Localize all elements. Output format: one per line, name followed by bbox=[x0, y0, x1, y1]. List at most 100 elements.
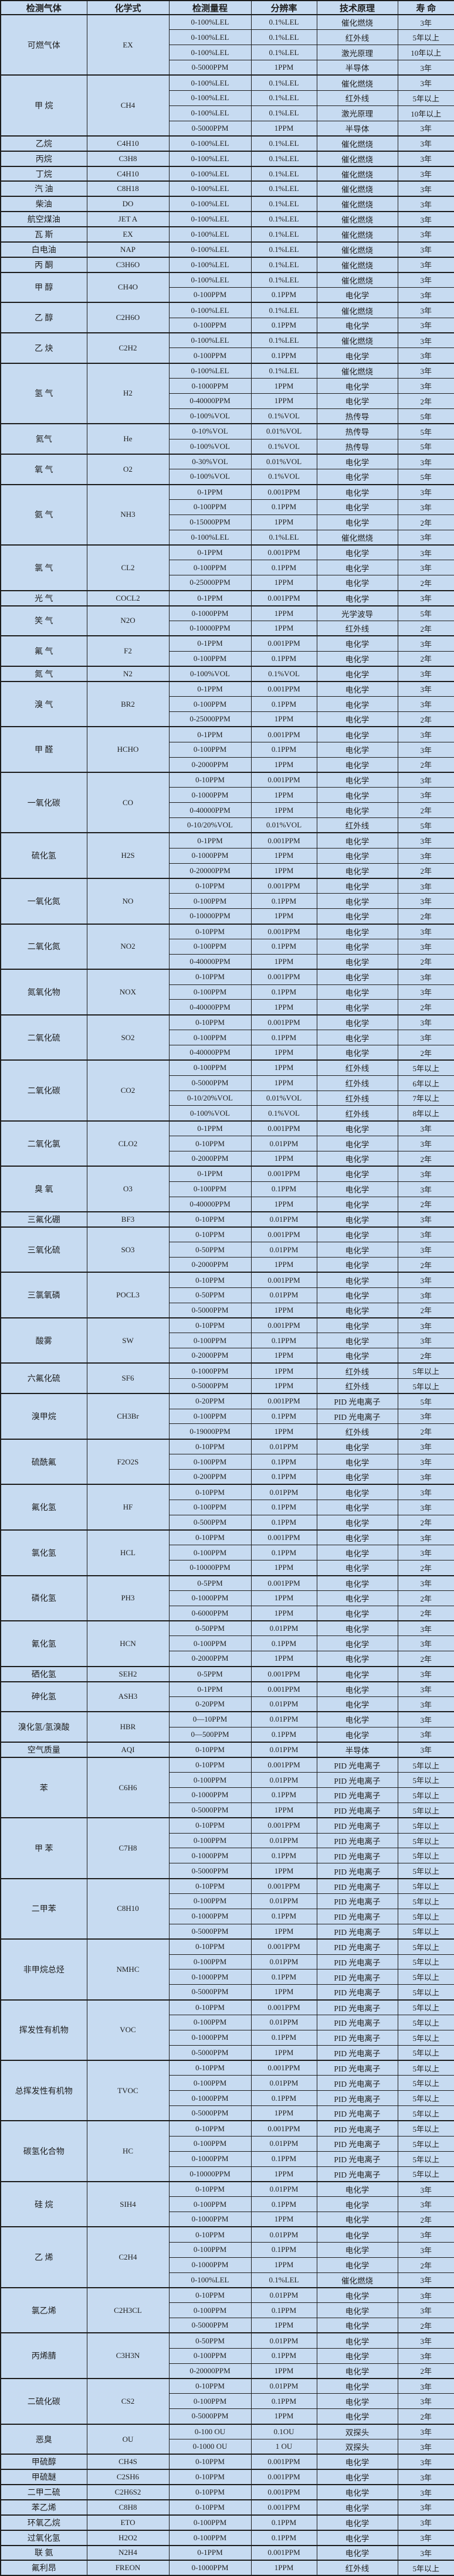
principle-cell: 催化燃烧 bbox=[316, 271, 398, 288]
principle-cell: PID 光电离子 bbox=[316, 2029, 398, 2046]
lifespan-cell: 3年 bbox=[397, 2241, 454, 2258]
range-cell: 0-5000PPM bbox=[168, 1802, 252, 1818]
formula-cell: VOC bbox=[86, 1999, 170, 2061]
principle-cell: 电化学 bbox=[316, 469, 398, 485]
resolution-cell: 0.1%VOL bbox=[250, 665, 317, 682]
table-row: 三氧化硫 SO3 0-10PPM 0.001PPM 电化学 3年 bbox=[0, 1226, 454, 1273]
resolution-cell: 0.1%LEL bbox=[250, 45, 317, 61]
range-cell: 0-10PPM bbox=[168, 969, 252, 985]
table-row: 0-10000PPM 1PPM PID 光电离子 5年以上 bbox=[1, 2166, 454, 2182]
table-row: 0-10000PPM 1PPM 红外线 2年 bbox=[1, 620, 454, 636]
resolution-cell: 0.01PPM bbox=[250, 1620, 317, 1637]
formula-cell: N2O bbox=[86, 605, 170, 636]
resolution-cell: 0.01PPM bbox=[250, 1211, 317, 1228]
table-row: 氟 气 F2 0-1PPM 0.001PPM 电化学 3年 bbox=[0, 635, 454, 667]
principle-cell: 电化学 bbox=[316, 1560, 398, 1576]
principle-cell: 热传导 bbox=[316, 408, 398, 424]
formula-cell: HCN bbox=[86, 1620, 170, 1667]
gas-name-cell: 硫酰氟 bbox=[0, 1438, 87, 1485]
table-row: 0-100PPM 0.1PPM 电化学 3年 bbox=[1, 317, 454, 333]
range-cell: 0-1000PPM bbox=[168, 605, 252, 621]
gas-name-cell: 二甲二硫 bbox=[0, 2484, 87, 2500]
lifespan-cell: 3年 bbox=[397, 2287, 454, 2304]
principle-cell: 电化学 bbox=[316, 1226, 398, 1243]
gas-name-cell: 一氧化氮 bbox=[0, 877, 87, 925]
gas-name-cell: 氦气 bbox=[0, 423, 87, 455]
range-cell: 0-10PPM bbox=[168, 2287, 252, 2304]
resolution-cell: 1PPM bbox=[250, 2408, 317, 2425]
resolution-cell: 1PPM bbox=[250, 393, 317, 409]
resolution-cell: 0.1PPM bbox=[250, 2196, 317, 2213]
lifespan-cell: 3年 bbox=[397, 1287, 454, 1303]
resolution-cell: 0.01%VOL bbox=[250, 817, 317, 833]
resolution-cell: 1PPM bbox=[250, 1802, 317, 1818]
lifespan-cell: 5年以上 bbox=[397, 1848, 454, 1864]
lifespan-cell: 3年 bbox=[397, 226, 454, 243]
resolution-cell: 0.001PPM bbox=[250, 1529, 317, 1546]
range-cell: 0-100PPM bbox=[168, 499, 252, 515]
range-cell: 0-10PPM bbox=[168, 1226, 252, 1243]
lifespan-cell: 5年以上 bbox=[397, 2151, 454, 2167]
range-cell: 0-100PPM bbox=[168, 1499, 252, 1515]
principle-cell: 电化学 bbox=[316, 1438, 398, 1455]
principle-cell: 催化燃烧 bbox=[316, 226, 398, 243]
gas-name-cell: 瓦 斯 bbox=[0, 226, 87, 243]
formula-cell: SW bbox=[86, 1317, 170, 1364]
resolution-cell: 1PPM bbox=[250, 1059, 317, 1076]
resolution-cell: 0.001PPM bbox=[250, 1272, 317, 1288]
table-row: 氮 气 N2 0-100%VOL 0.1%VOL 电化学 3年 bbox=[0, 665, 454, 682]
range-cell: 0-10%VOL bbox=[168, 423, 252, 439]
principle-cell: PID 光电离子 bbox=[316, 1863, 398, 1879]
lifespan-cell: 3年 bbox=[397, 590, 454, 606]
lifespan-cell: 5年以上 bbox=[397, 1908, 454, 1924]
range-cell: 0-25000PPM bbox=[168, 575, 252, 591]
table-row: 汽 油 C8H18 0-100%LEL 0.1%LEL 催化燃烧 3年 bbox=[0, 180, 454, 197]
table-row: 0-5000PPM 1PPM 红外线 5年以上 bbox=[1, 1378, 454, 1394]
resolution-cell: 0.001PPM bbox=[250, 2499, 317, 2516]
range-cell: 0-100PPM bbox=[168, 560, 252, 576]
lifespan-cell: 3年 bbox=[397, 2272, 454, 2288]
lifespan-cell: 7年以上 bbox=[397, 1090, 454, 1106]
principle-cell: PID 光电离子 bbox=[316, 1787, 398, 1803]
lifespan-cell: 2年 bbox=[397, 711, 454, 727]
principle-cell: 电化学 bbox=[316, 1454, 398, 1470]
principle-cell: 电化学 bbox=[316, 650, 398, 667]
formula-cell: He bbox=[86, 423, 170, 455]
lifespan-cell: 3年 bbox=[397, 135, 454, 152]
resolution-cell: 1PPM bbox=[250, 2318, 317, 2333]
principle-cell: PID 光电离子 bbox=[316, 1893, 398, 1909]
lifespan-cell: 2年 bbox=[397, 1044, 454, 1061]
range-cell: 0-5PPM bbox=[168, 1575, 252, 1591]
lifespan-cell: 5年以上 bbox=[397, 1817, 454, 1834]
resolution-cell: 1PPM bbox=[250, 1984, 317, 2001]
lifespan-cell: 3年 bbox=[397, 120, 454, 137]
principle-cell: 电化学 bbox=[316, 1333, 398, 1349]
table-row: 0-100PPM 0.01PPM PID 光电离子 5年以上 bbox=[1, 1832, 454, 1849]
formula-cell: C3H3N bbox=[86, 2332, 170, 2379]
range-cell: 0-100%LEL bbox=[168, 135, 252, 152]
gas-name-cell: 氯 气 bbox=[0, 544, 87, 591]
range-cell: 0-5000PPM bbox=[168, 1863, 252, 1879]
formula-cell: N2 bbox=[86, 665, 170, 682]
gas-name-cell: 挥发性有机物 bbox=[0, 1999, 87, 2061]
table-row: 氨 气 NH3 0-1PPM 0.001PPM 电化学 3年 bbox=[0, 483, 454, 546]
resolution-cell: 0.1%VOL bbox=[250, 438, 317, 455]
lifespan-cell: 3年 bbox=[397, 1499, 454, 1515]
table-row: 非甲烷总烃 NMHC 0-10PPM 0.001PPM PID 光电离子 5年以上 bbox=[0, 1938, 454, 2001]
table-row: 0-5000PPM 1PPM PID 光电离子 5年以上 bbox=[1, 1863, 454, 1879]
lifespan-cell: 5年以上 bbox=[397, 2075, 454, 2091]
gas-name-cell: 可燃气体 bbox=[0, 13, 87, 76]
table-row: 0-100%VOL 0.1%VOL 红外线 8年以上 bbox=[1, 1105, 454, 1122]
principle-cell: 电化学 bbox=[316, 1469, 398, 1485]
gas-name-cell: 硅 烷 bbox=[0, 2180, 87, 2227]
principle-cell: 电化学 bbox=[316, 1696, 398, 1712]
gas-name-cell: 苯乙烯 bbox=[0, 2499, 87, 2516]
lifespan-cell: 3年 bbox=[397, 1620, 454, 1637]
lifespan-cell: 3年 bbox=[397, 1726, 454, 1743]
lifespan-cell: 3年 bbox=[397, 1166, 454, 1182]
table-row: 0-100%LEL 0.1%LEL 红外线 5年以上 bbox=[1, 90, 454, 106]
lifespan-cell: 3年 bbox=[397, 2514, 454, 2531]
resolution-cell: 1PPM bbox=[250, 1423, 317, 1440]
formula-cell: CL2 bbox=[86, 544, 170, 591]
table-row: 0-100%LEL 0.1%LEL 催化燃烧 3年 bbox=[1, 2272, 454, 2288]
